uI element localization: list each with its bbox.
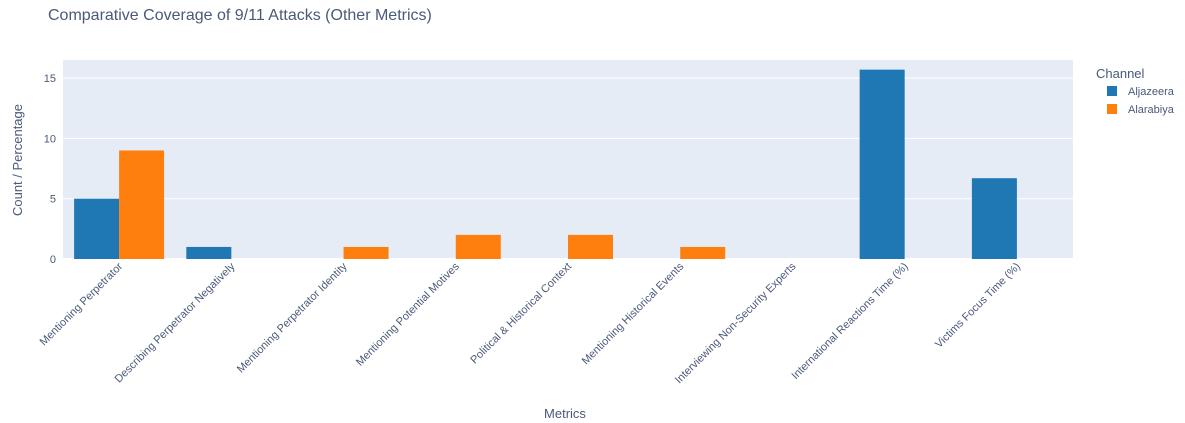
bar-alarabiya	[568, 234, 613, 259]
bar-aljazeera	[186, 246, 232, 259]
plot-background	[63, 60, 1073, 259]
y-tick-label: 5	[50, 194, 56, 206]
legend-title: Channel	[1096, 66, 1145, 81]
bar-aljazeera	[859, 69, 905, 259]
x-axis-title: Metrics	[544, 406, 586, 421]
chart-title: Comparative Coverage of 9/11 Attacks (Ot…	[48, 7, 432, 24]
y-axis-title: Count / Percentage	[10, 104, 25, 216]
y-tick-label: 0	[50, 254, 56, 266]
legend-label-alarabiya[interactable]: Alarabiya	[1128, 104, 1175, 116]
y-axis-ticks: 0 5 10 15	[44, 73, 56, 266]
bar-alarabiya	[455, 234, 501, 259]
bar-aljazeera	[971, 178, 1017, 259]
y-tick-label: 10	[44, 133, 56, 145]
x-tick-label: Victims Focus Time (%)	[933, 261, 1023, 351]
legend-swatch-aljazeera	[1107, 86, 1117, 96]
x-tick-label: Mentioning Perpetrator	[38, 260, 126, 348]
legend: Channel Aljazeera Alarabiya	[1096, 66, 1175, 116]
bar-alarabiya	[119, 150, 165, 259]
y-tick-label: 15	[44, 73, 56, 85]
bars	[74, 69, 1017, 259]
bar-alarabiya	[343, 246, 389, 259]
x-tick-label: Mentioning Perpetrator Identity	[235, 260, 350, 375]
x-tick-label: Mentioning Historical Events	[580, 260, 687, 367]
legend-swatch-alarabiya	[1107, 104, 1117, 114]
x-tick-label: Interviewing Non-Security Experts	[673, 260, 799, 386]
x-tick-label: International Reactions Time (%)	[789, 261, 910, 382]
x-tick-label: Political & Historical Context	[468, 261, 574, 367]
bar-aljazeera	[74, 198, 120, 259]
x-tick-label: Mentioning Potential Motives	[354, 260, 462, 368]
x-tick-label: Describing Perpetrator Negatively	[113, 260, 238, 385]
legend-label-aljazeera[interactable]: Aljazeera	[1128, 86, 1175, 98]
bar-alarabiya	[680, 246, 726, 259]
